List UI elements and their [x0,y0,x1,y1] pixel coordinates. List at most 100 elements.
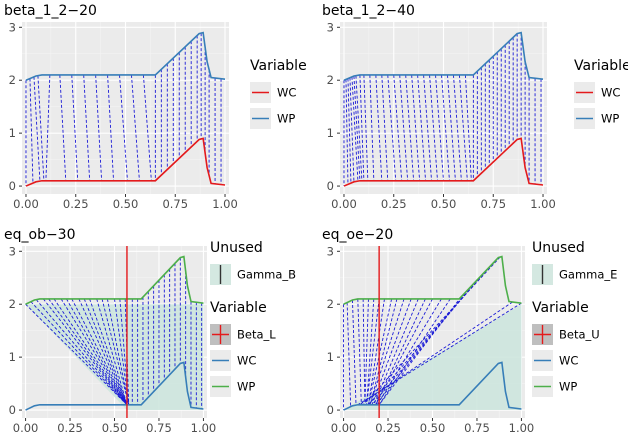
x-tick-label: 0.75 [146,421,172,434]
connector-line [48,298,128,406]
plot-area [22,246,207,418]
connector-line [71,74,79,181]
connector-line [114,298,130,405]
series-line-wc [343,137,544,187]
chart-panel-3: eq_ob−30 0.00 0.25 0.50 0.75 1.00 0 1 2 3 [4,227,216,434]
y-tick-label: 3 [9,244,16,258]
x-tick-label: 0.00 [331,421,357,434]
y-tick-label: 1 [9,126,16,140]
connector-line [362,256,501,406]
connector-line [378,298,451,406]
x-tick-label: 0.00 [331,197,357,211]
connector-line [373,298,419,405]
y-tick-label: 0 [9,403,16,417]
legend: Variable Beta_U WC WP [532,300,600,397]
chart-title: beta_1_2−40 [322,3,415,19]
connector-line [429,74,438,181]
legend-title: Variable [574,58,628,74]
connector-line [357,298,362,405]
connector-line [33,76,41,182]
connector-line [371,298,412,405]
series-line-wc [25,137,226,187]
connector-line [37,75,45,181]
y-tick-label: 0 [9,179,16,193]
connector-line [119,74,128,181]
y-tick-label: 2 [327,297,334,311]
x-tick-label: 0.50 [431,197,457,211]
connector-line [368,298,385,405]
legend-label: WC [237,354,256,368]
x-tick-label: 0.50 [102,421,128,434]
connector-line [347,78,352,184]
connector-line [357,302,522,406]
connector-line [359,74,365,181]
connector-line [399,74,409,181]
connector-line [119,298,130,405]
connector-line [387,74,397,181]
x-tick-label: 0.25 [63,197,89,211]
chart-panel-4: eq_oe−20 0.00 0.25 0.50 0.75 1.00 0 1 2 3 [322,227,534,434]
legend-label: WP [277,112,295,126]
y-tick-label: 0 [327,179,334,193]
connector-line [78,298,128,405]
connector-line [464,74,472,181]
y-tick-label: 3 [327,20,334,34]
connector-line [441,74,450,181]
connector-line [142,74,152,181]
plot-area [340,246,525,418]
y-tick-label: 0 [327,403,334,417]
legend-title: Unused [210,240,263,256]
connector-line [453,74,462,181]
connector-line [353,75,361,181]
x-tick-label: 0.75 [464,421,490,434]
connector-line [53,298,128,406]
connector-line [352,299,357,406]
y-tick-label: 1 [9,350,16,364]
legend-label: WP [559,380,577,394]
legend-title: Variable [210,300,267,316]
connector-line [381,74,389,181]
connector-line [376,298,442,406]
plot-area [22,22,229,194]
connector-line [346,302,352,407]
plot-area [340,22,547,194]
connector-line [60,298,128,406]
connector-line [95,74,103,181]
connector-line [417,74,427,181]
connector-line [106,298,130,405]
legend-label: WC [601,86,620,100]
legend-label: Beta_U [559,328,600,342]
legend: Variable WC WP [574,58,628,129]
connector-line [369,74,375,181]
legend-label: WP [601,112,619,126]
connector-line [411,74,421,181]
legend-title: Variable [532,300,589,316]
connector-line [89,298,128,405]
connector-line [369,298,405,405]
connector-line [59,74,67,181]
connector-line [96,298,128,405]
connector-line [447,74,456,181]
series-line-wc [343,361,522,411]
x-tick-label: 1.00 [530,197,556,211]
series-line-wp [343,31,544,81]
connector-line [131,74,140,181]
y-tick-label: 2 [327,73,334,87]
legend-title: Variable [250,58,307,74]
legend-label: Beta_L [237,328,276,342]
connector-line [359,301,513,406]
series-line-wp [343,255,522,305]
connector-line [35,299,128,406]
y-tick-label: 2 [9,73,16,87]
chart-title: eq_oe−20 [322,227,393,243]
y-tick-label: 3 [327,244,334,258]
connector-line [30,301,128,406]
series-line-wp [25,31,226,81]
chart-panel-1: beta_1_2−20 0.00 0.25 0.50 0.75 1.00 0 1 2 3 [4,3,238,211]
x-tick-label: 1.00 [509,421,535,434]
connector-line [366,298,380,405]
connector-line [45,74,51,181]
legend: Variable Beta_L WC WP [210,300,276,397]
series-line-wp [25,255,204,305]
legend: Unused Gamma_E [532,240,617,285]
